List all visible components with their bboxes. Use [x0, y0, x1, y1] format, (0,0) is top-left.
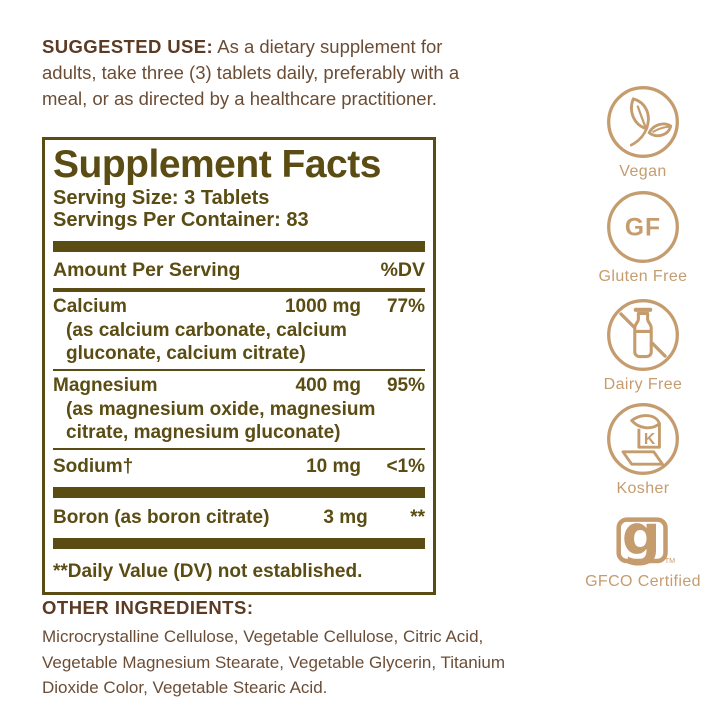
nutrient-dv: ** [410, 507, 425, 528]
badge-label: GFCO Certified [585, 573, 701, 590]
serving-size: Serving Size: 3 Tablets [53, 187, 270, 209]
servings-per-container: Servings Per Container: 83 [53, 209, 309, 231]
nutrient-name: Magnesium [53, 375, 158, 396]
other-ingredients-section: OTHER INGREDIENTS: Microcrystalline Cell… [42, 597, 582, 701]
gluten-free-icon: GF [607, 191, 679, 263]
badge-dairy-free: Dairy Free [581, 297, 705, 394]
gf-letters: GF [625, 215, 661, 242]
dv-header: %DV [380, 259, 425, 281]
other-ingredients-line: Vegetable Magnesium Stearate, Vegetable … [42, 652, 506, 672]
badge-label: Kosher [616, 480, 670, 497]
vegan-leaves-icon [607, 86, 679, 158]
nutrient-row-sodium: Sodium† 10 mg <1% [53, 450, 425, 483]
nutrient-note-line: citrate, magnesium gluconate) [66, 421, 341, 443]
nutrient-note-line: (as calcium carbonate, calcium [66, 320, 347, 341]
nutrient-dv: <1% [386, 456, 425, 477]
thick-divider [53, 538, 425, 549]
thick-divider [53, 241, 425, 252]
badge-label: Dairy Free [603, 376, 683, 393]
suggested-use-line1: SUGGESTED USE: As a dietary supplement f… [42, 34, 522, 60]
nutrient-row-boron: Boron (as boron citrate) 3 mg ** [53, 502, 425, 534]
nutrient-name: Calcium [53, 296, 127, 317]
nutrient-amount: 1000 mg [284, 296, 361, 317]
nutrient-amount: 3 mg [323, 507, 368, 528]
nutrient-dv: 95% [386, 375, 425, 396]
badge-vegan: Vegan [581, 84, 705, 181]
kosher-k-icon: K [607, 403, 679, 475]
nutrient-name: Boron (as boron citrate) [53, 507, 270, 528]
panel-title: Supplement Facts [53, 143, 381, 186]
badge-label: Gluten Free [598, 268, 688, 285]
badge-kosher: K Kosher [581, 401, 705, 498]
suggested-use-line3: meal, or as directed by a healthcare pra… [42, 88, 437, 109]
gfco-certified-icon: g TM [616, 504, 675, 567]
nutrient-dv: 77% [386, 296, 425, 317]
other-ingredients-heading: OTHER INGREDIENTS: [42, 597, 254, 618]
nutrient-note-line: (as magnesium oxide, magnesium [66, 399, 376, 420]
amount-per-serving-header: Amount Per Serving [53, 259, 241, 281]
nutrient-amount: 10 mg [306, 456, 361, 477]
row-divider [53, 448, 425, 450]
supplement-facts-panel: Supplement Facts Serving Size: 3 Tablets… [42, 137, 436, 595]
badge-label: Vegan [619, 163, 667, 180]
kosher-letter: K [644, 431, 656, 448]
nutrient-name: Sodium† [53, 456, 134, 477]
nutrient-amount: 400 mg [295, 375, 361, 396]
suggested-use-paragraph: SUGGESTED USE: As a dietary supplement f… [42, 34, 522, 112]
dv-footnote: **Daily Value (DV) not established. [53, 561, 363, 582]
suggested-use-line2: adults, take three (3) tablets daily, pr… [42, 62, 460, 83]
gfco-letter: g [622, 504, 661, 567]
row-divider [53, 369, 425, 371]
other-ingredients-line: Microcrystalline Cellulose, Vegetable Ce… [42, 627, 484, 646]
thick-divider [53, 487, 425, 498]
dairy-free-milk-bottle-icon [607, 299, 679, 371]
nutrient-note-line: gluconate, calcium citrate) [66, 342, 306, 364]
gfco-tm: TM [665, 556, 675, 565]
header-rule [53, 288, 425, 292]
other-ingredients-line: Dioxide Color, Vegetable Stearic Acid. [42, 678, 328, 697]
suggested-use-label: SUGGESTED USE: [42, 36, 214, 57]
column-header-row: Amount Per Serving %DV [53, 252, 425, 288]
badge-gluten-free: GF Gluten Free [581, 189, 705, 286]
nutrient-row-magnesium: Magnesium 400 mg 95% (as magnesium oxide… [53, 371, 425, 448]
nutrient-row-calcium: Calcium 1000 mg 77% (as calcium carbonat… [53, 292, 425, 369]
suggested-use-line1-rest: As a dietary supplement for [213, 36, 443, 57]
badge-gfco: g TM GFCO Certified [581, 498, 705, 591]
